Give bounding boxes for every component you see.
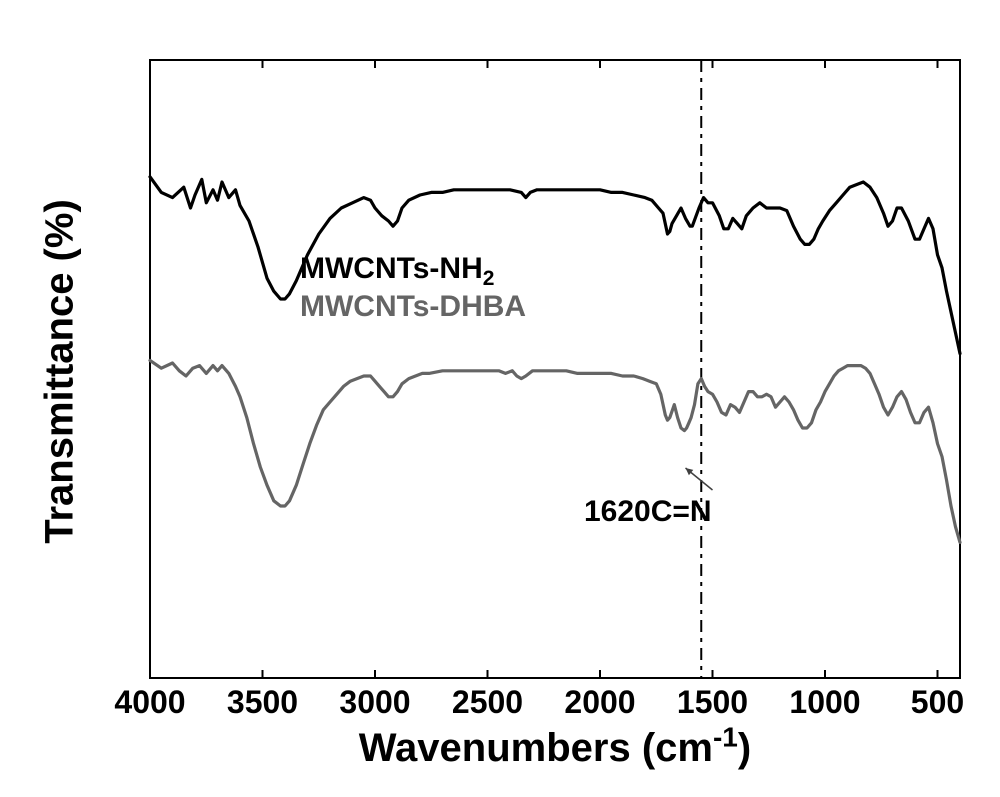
ftir-spectrum-figure: Transmittance (%) Wavenumbers (cm-1) MWC… [0, 0, 1000, 797]
legend-item-dhba: MWCNTs-DHBA [300, 290, 526, 324]
spectrum-line [150, 360, 960, 542]
peak-annotation-1620cn: 1620C=N [584, 495, 712, 529]
x-tick-label: 3500 [213, 684, 313, 721]
legend-item-nh2: MWCNTs-NH2 [300, 252, 494, 286]
x-tick-label: 500 [888, 684, 988, 721]
x-tick-label: 1000 [775, 684, 875, 721]
x-tick-label: 2500 [438, 684, 538, 721]
x-tick-label: 3000 [325, 684, 425, 721]
x-axis-label: Wavenumbers (cm-1) [150, 726, 960, 771]
spectrum-line [150, 177, 960, 354]
plot-svg [0, 0, 1000, 797]
x-tick-label: 4000 [100, 684, 200, 721]
x-tick-label: 2000 [550, 684, 650, 721]
y-axis-label: Transmittance (%) [38, 63, 83, 681]
x-tick-label: 1500 [663, 684, 763, 721]
